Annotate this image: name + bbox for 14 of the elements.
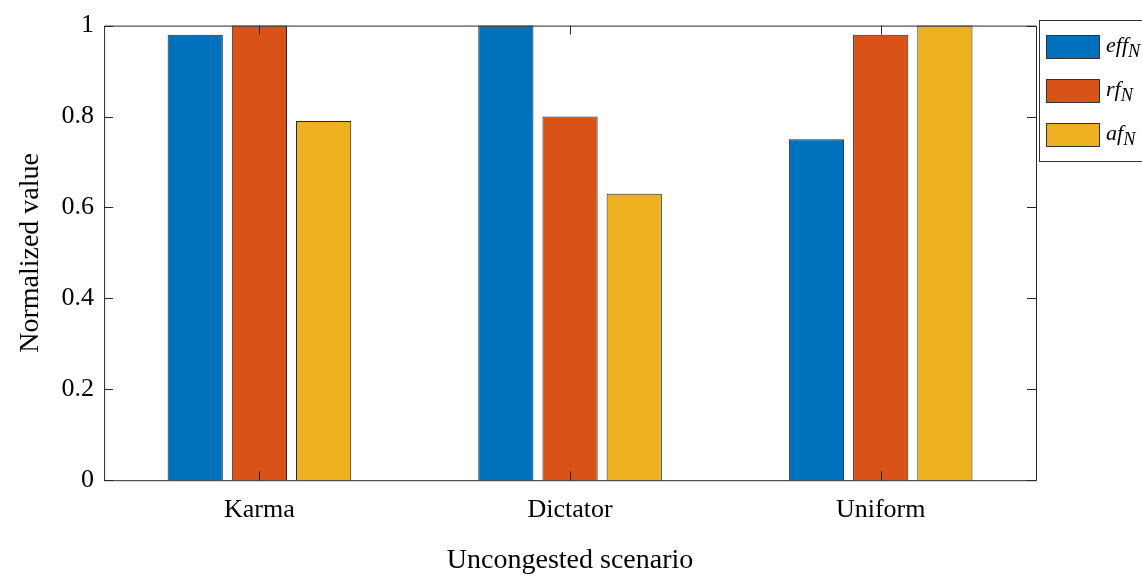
y-tick-label: 0.2 [61, 373, 95, 403]
x-tick-label: Karma [224, 493, 296, 523]
legend-label: rf$_{N}$ [1106, 75, 1133, 107]
x-tick-label: Dictator [527, 493, 613, 523]
y-tick-label: 1 [81, 9, 95, 39]
legend-label: eff$_{N}$ [1106, 31, 1141, 63]
y-axis-title: Normalized value [13, 152, 45, 353]
x-axis-title: Uncongested scenario [446, 542, 694, 574]
x-tick-label: Uniform [835, 493, 926, 523]
legend-label: af$_{N}$ [1106, 119, 1136, 151]
y-tick-label: 0 [81, 464, 95, 494]
y-tick-label: 0.8 [61, 100, 95, 130]
y-tick-label: 0.6 [61, 191, 95, 221]
y-tick-label: 0.4 [61, 282, 95, 312]
